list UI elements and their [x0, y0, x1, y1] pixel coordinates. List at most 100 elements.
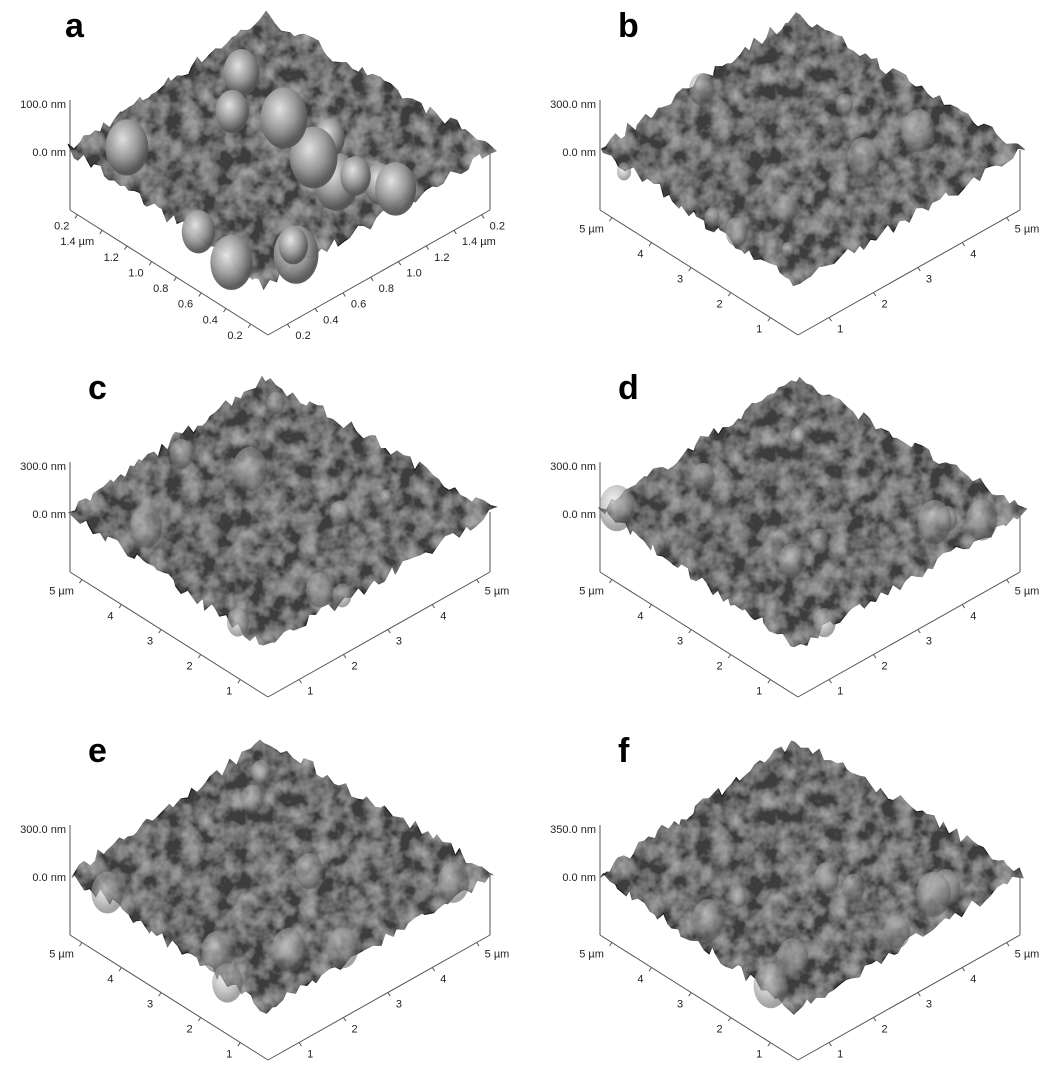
axis-tick [388, 993, 390, 997]
axis-tick-label: 5 µm [49, 948, 74, 960]
surface-peak [170, 439, 193, 469]
axis-tick-label: 4 [637, 610, 643, 622]
surface-peak [689, 73, 714, 106]
axis-tick [1007, 580, 1009, 584]
axis-tick-label: 5 µm [1015, 223, 1040, 235]
axis-tick [198, 1018, 200, 1022]
axis-tick [649, 968, 651, 972]
axis-tick [649, 243, 651, 247]
axis-tick-label: 5 µm [1015, 948, 1040, 960]
axis-tick-label: 3 [926, 273, 932, 285]
surface-peak [814, 862, 838, 894]
axis-tick [1007, 218, 1009, 222]
axis-tick-label: 5 µm [579, 948, 604, 960]
axis-tick [962, 243, 964, 247]
axis-tick-label: 1 [756, 323, 762, 335]
surface-peak [843, 874, 865, 902]
surface-peak [438, 862, 469, 903]
surface-peak [692, 463, 714, 492]
surface-peak [212, 963, 242, 1003]
z-axis-label: 300.0 nm [20, 461, 66, 473]
surface-peak [966, 500, 997, 541]
axis-tick [689, 268, 691, 272]
axis-tick-label: 4 [637, 248, 643, 260]
axis-tick [119, 968, 121, 972]
axis-tick [432, 605, 434, 609]
axis-tick-label: 1 [837, 1048, 843, 1060]
axis-tick [238, 1043, 240, 1047]
surface-peak [726, 217, 748, 246]
axis-tick [432, 968, 434, 972]
surface-peak [216, 90, 249, 133]
axis-tick-label: 0.2 [295, 330, 310, 342]
axis-tick-label: 1 [226, 685, 232, 697]
axis-tick [477, 943, 479, 947]
axis-tick [829, 318, 831, 322]
surface-peak [847, 137, 879, 179]
surface-peak [223, 49, 259, 96]
panel-label: e [88, 732, 107, 770]
surface-peak [375, 162, 416, 215]
axis-tick [198, 655, 200, 659]
surface-peak [233, 447, 268, 492]
axis-tick-label: 0.2 [490, 221, 505, 233]
axis-tick-label: 5 µm [579, 585, 604, 597]
z-axis-label: 0.0 nm [562, 147, 596, 159]
z-axis-label: 0.0 nm [562, 872, 596, 884]
surface-peak [917, 500, 951, 544]
axis-tick-label: 0.6 [351, 299, 366, 311]
axis-tick [125, 246, 127, 250]
axis-tick-label: 0.2 [227, 330, 242, 342]
axis-tick-label: 0.4 [323, 314, 338, 326]
axis-tick [918, 630, 920, 634]
afm-surface [600, 741, 1023, 1014]
axis-tick-label: 2 [351, 1023, 357, 1035]
z-axis-label: 300.0 nm [550, 461, 596, 473]
afm-surface [72, 740, 493, 1013]
z-axis-label: 0.0 nm [32, 509, 66, 521]
surface-peak [731, 888, 746, 908]
surface-peak [251, 760, 271, 786]
surface-peak [705, 207, 720, 226]
axis-tick-label: 0.6 [178, 299, 193, 311]
axis-tick-label: 3 [677, 635, 683, 647]
axis-tick-label: 4 [107, 610, 113, 622]
axis-tick-label: 4 [970, 973, 976, 985]
surface-peak [327, 927, 359, 968]
axis-tick [426, 246, 428, 250]
afm-panel: c300.0 nm0.0 nm5 µm43215 µm4321 [20, 369, 509, 697]
axis-tick-label: 3 [677, 273, 683, 285]
surface-peak [105, 119, 148, 175]
surface-peak [380, 489, 392, 505]
axis-tick-label: 0.4 [203, 314, 218, 326]
axis-tick [728, 655, 730, 659]
axis-tick [75, 215, 77, 219]
axis-tick-label: 2 [187, 660, 193, 672]
axis-tick [299, 1043, 301, 1047]
axis-tick [1007, 943, 1009, 947]
axis-tick-label: 5 µm [485, 585, 510, 597]
z-axis-label: 100.0 nm [20, 99, 66, 111]
surface-peak [754, 963, 788, 1008]
surface-peak [260, 87, 307, 148]
surface-peak [227, 608, 249, 637]
surface-peak [791, 427, 806, 446]
axis-tick [149, 262, 151, 266]
axis-tick [388, 630, 390, 634]
axis-tick [609, 943, 611, 947]
panel-label: f [618, 732, 630, 770]
afm-panel: e300.0 nm0.0 nm5 µm43215 µm4321 [20, 732, 509, 1060]
axis-tick [689, 993, 691, 997]
surface-peak [91, 872, 123, 914]
axis-tick-label: 3 [926, 998, 932, 1010]
axis-tick [609, 580, 611, 584]
surface-peak [182, 210, 215, 253]
axis-tick [287, 324, 289, 328]
panel-label: b [618, 7, 639, 45]
axis-tick-label: 1.0 [406, 267, 421, 279]
axis-tick [371, 277, 373, 281]
axis-tick [873, 655, 875, 659]
axis-tick [768, 318, 770, 322]
surface-peak [306, 572, 333, 607]
axis-tick [119, 605, 121, 609]
